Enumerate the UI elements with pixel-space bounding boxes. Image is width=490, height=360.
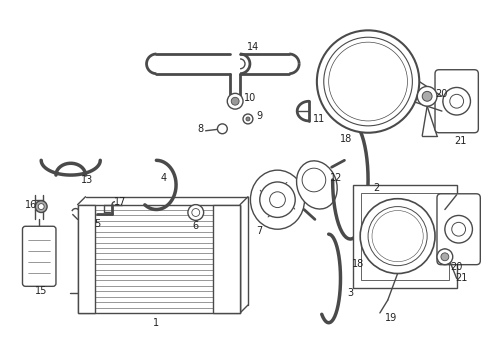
Text: 20: 20 bbox=[450, 262, 463, 272]
Text: 1: 1 bbox=[153, 318, 159, 328]
Text: 7: 7 bbox=[257, 226, 263, 236]
Circle shape bbox=[188, 204, 204, 220]
Circle shape bbox=[390, 228, 406, 244]
Circle shape bbox=[302, 168, 326, 192]
Circle shape bbox=[243, 114, 253, 124]
Circle shape bbox=[329, 42, 408, 121]
Text: 20: 20 bbox=[436, 89, 448, 99]
FancyBboxPatch shape bbox=[435, 70, 478, 133]
Circle shape bbox=[360, 199, 435, 274]
Circle shape bbox=[35, 201, 47, 212]
Text: 2: 2 bbox=[373, 183, 379, 193]
Text: 9: 9 bbox=[257, 111, 263, 121]
Circle shape bbox=[376, 215, 419, 258]
FancyBboxPatch shape bbox=[437, 194, 480, 265]
Circle shape bbox=[246, 117, 250, 121]
Text: 4: 4 bbox=[160, 173, 166, 183]
Circle shape bbox=[317, 30, 419, 133]
Circle shape bbox=[380, 219, 416, 254]
Text: 19: 19 bbox=[385, 313, 397, 323]
Circle shape bbox=[227, 93, 243, 109]
Circle shape bbox=[445, 215, 472, 243]
Bar bbox=[361, 193, 449, 280]
Ellipse shape bbox=[250, 170, 305, 229]
Bar bbox=[77, 204, 240, 313]
Text: 8: 8 bbox=[197, 124, 204, 134]
Circle shape bbox=[417, 86, 437, 106]
Text: 14: 14 bbox=[247, 42, 259, 52]
Circle shape bbox=[437, 249, 453, 265]
Circle shape bbox=[450, 94, 464, 108]
Circle shape bbox=[443, 87, 470, 115]
Ellipse shape bbox=[296, 161, 337, 209]
Circle shape bbox=[260, 182, 295, 217]
Text: 15: 15 bbox=[35, 286, 48, 296]
Circle shape bbox=[372, 211, 423, 262]
Circle shape bbox=[333, 46, 404, 117]
Circle shape bbox=[441, 253, 449, 261]
Circle shape bbox=[422, 91, 432, 101]
Text: 21: 21 bbox=[454, 136, 467, 145]
Text: 18: 18 bbox=[340, 134, 352, 144]
Circle shape bbox=[38, 204, 44, 210]
Circle shape bbox=[339, 52, 397, 111]
Bar bbox=[77, 204, 96, 313]
Circle shape bbox=[324, 37, 413, 126]
Text: 16: 16 bbox=[25, 199, 37, 210]
Circle shape bbox=[356, 70, 380, 93]
Bar bbox=[353, 185, 457, 288]
Circle shape bbox=[218, 124, 227, 134]
Text: 5: 5 bbox=[94, 219, 100, 229]
Text: 21: 21 bbox=[455, 274, 468, 283]
Circle shape bbox=[231, 97, 239, 105]
Text: 11: 11 bbox=[313, 114, 325, 124]
Text: 18: 18 bbox=[352, 259, 365, 269]
Circle shape bbox=[368, 207, 427, 266]
Circle shape bbox=[270, 192, 285, 208]
Text: 6: 6 bbox=[193, 221, 199, 231]
Text: 10: 10 bbox=[244, 93, 256, 103]
Text: 12: 12 bbox=[330, 173, 343, 183]
FancyBboxPatch shape bbox=[23, 226, 56, 286]
Text: 3: 3 bbox=[347, 288, 353, 298]
Circle shape bbox=[452, 222, 466, 236]
Text: 17: 17 bbox=[114, 197, 126, 207]
Bar bbox=[213, 204, 240, 313]
Text: 13: 13 bbox=[81, 175, 94, 185]
Circle shape bbox=[192, 208, 200, 216]
